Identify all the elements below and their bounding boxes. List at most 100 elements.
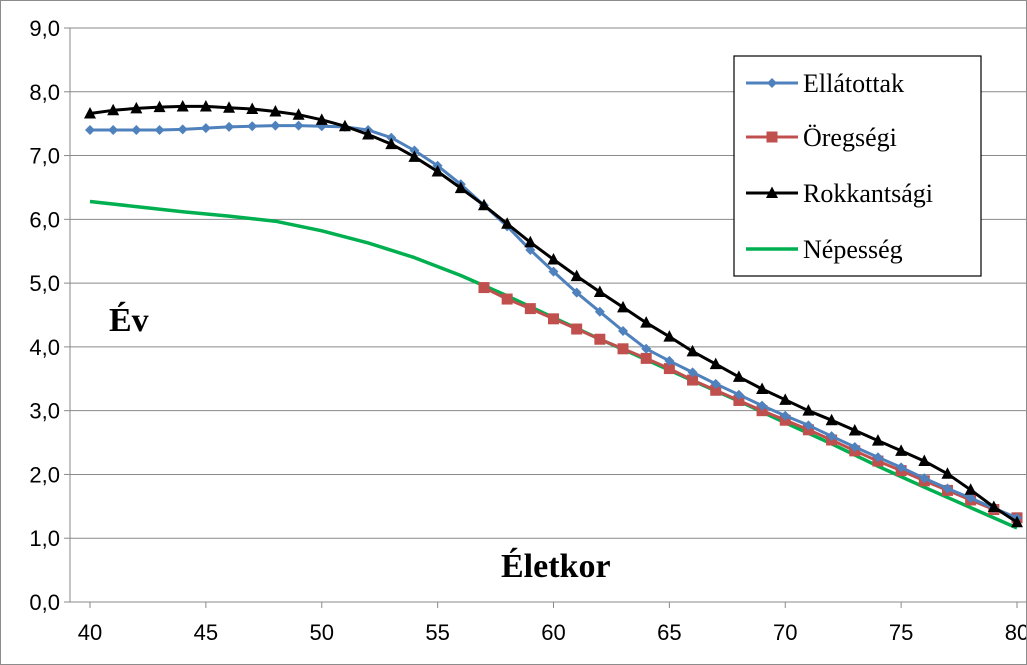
x-tick-label: 65 [657, 620, 681, 645]
data-point [710, 384, 722, 396]
data-point [594, 333, 606, 345]
x-tick-label: 80 [1005, 620, 1026, 645]
data-point [477, 198, 490, 211]
data-point [338, 119, 351, 132]
data-point [780, 410, 791, 421]
data-point [594, 306, 605, 317]
data-point [709, 357, 722, 370]
data-point [223, 101, 236, 113]
data-point [732, 370, 745, 382]
data-point [177, 124, 188, 135]
data-point [919, 473, 930, 484]
y-tick-label: 8,0 [29, 80, 60, 105]
data-point [987, 500, 1000, 512]
data-point [315, 113, 328, 125]
data-point [664, 355, 675, 366]
x-tick-label: 70 [773, 620, 797, 645]
data-point [107, 103, 120, 116]
x-tick-label: 40 [78, 620, 102, 645]
data-point [571, 287, 582, 298]
series-Rokkantsági [84, 99, 1023, 528]
data-point [803, 420, 814, 431]
data-point [663, 330, 676, 342]
data-point [270, 120, 281, 131]
legend-entry: Népesség [746, 235, 903, 264]
data-point [826, 431, 837, 442]
data-point [548, 313, 559, 325]
data-point [640, 316, 653, 328]
x-tick-label: 60 [541, 620, 565, 645]
data-point [524, 303, 536, 315]
data-point [617, 343, 629, 355]
data-point [501, 293, 513, 305]
y-tick-label: 7,0 [29, 144, 60, 169]
data-point [618, 325, 629, 336]
data-point [918, 454, 931, 467]
x-tick-label: 50 [310, 620, 334, 645]
data-point [524, 235, 537, 248]
data-point [199, 99, 212, 112]
data-point [757, 400, 768, 411]
data-point [825, 413, 838, 426]
data-point [766, 131, 778, 143]
y-tick-label: 6,0 [29, 207, 60, 232]
legend-entry: Rokkantsági [746, 179, 933, 208]
gridlines [70, 27, 1026, 603]
data-point [84, 106, 96, 119]
series-group [84, 99, 1023, 530]
legend-entry: Öregségi [746, 123, 897, 152]
y-tick-label: 5,0 [29, 271, 60, 296]
data-point [687, 374, 699, 386]
data-point [871, 434, 884, 446]
data-point [640, 352, 652, 364]
legend: Ellátottak Öregségi Rokkantsági Népesség [733, 55, 982, 277]
data-point [733, 394, 745, 406]
data-point [246, 102, 259, 114]
data-point [571, 323, 583, 335]
y-tick-label: 9,0 [29, 16, 60, 41]
data-point [848, 423, 861, 436]
y-tick-label: 4,0 [29, 335, 60, 360]
data-point [130, 101, 143, 114]
data-point [849, 442, 860, 453]
data-point [733, 389, 744, 400]
data-point [663, 363, 675, 375]
legend-box [733, 55, 982, 277]
data-point [593, 285, 606, 298]
y-tick-label: 0,0 [29, 590, 60, 615]
data-point [525, 244, 536, 255]
data-point [1011, 515, 1023, 528]
data-point [779, 393, 792, 405]
data-point [756, 382, 769, 394]
data-point [802, 404, 815, 416]
data-point [964, 483, 977, 495]
data-point [292, 108, 305, 120]
data-point [85, 125, 95, 136]
data-point [896, 462, 907, 473]
data-point [454, 181, 467, 194]
data-point [767, 78, 777, 88]
data-point [269, 105, 282, 117]
data-point [176, 99, 189, 112]
data-point [942, 483, 953, 494]
legend-label: Rokkantsági [803, 179, 933, 208]
data-point [131, 125, 142, 136]
data-point [617, 300, 630, 313]
data-point [224, 121, 235, 132]
x-tick-label: 45 [194, 620, 218, 645]
data-point [108, 125, 119, 136]
data-point [154, 125, 165, 136]
legend-label: Ellátottak [803, 69, 904, 98]
data-point [478, 282, 490, 294]
data-point [153, 100, 166, 113]
legend-label: Öregségi [803, 123, 897, 152]
data-point [686, 344, 699, 357]
data-point [766, 186, 778, 198]
data-point [408, 150, 421, 162]
axes: 0,0 1,0 2,0 3,0 4,0 5,0 6,0 7,0 8,0 9,0 40 45 50 55 60… [29, 16, 1026, 645]
legend-label: Népesség [803, 235, 903, 264]
y-tick-label: 1,0 [29, 526, 60, 551]
data-point [547, 253, 560, 265]
